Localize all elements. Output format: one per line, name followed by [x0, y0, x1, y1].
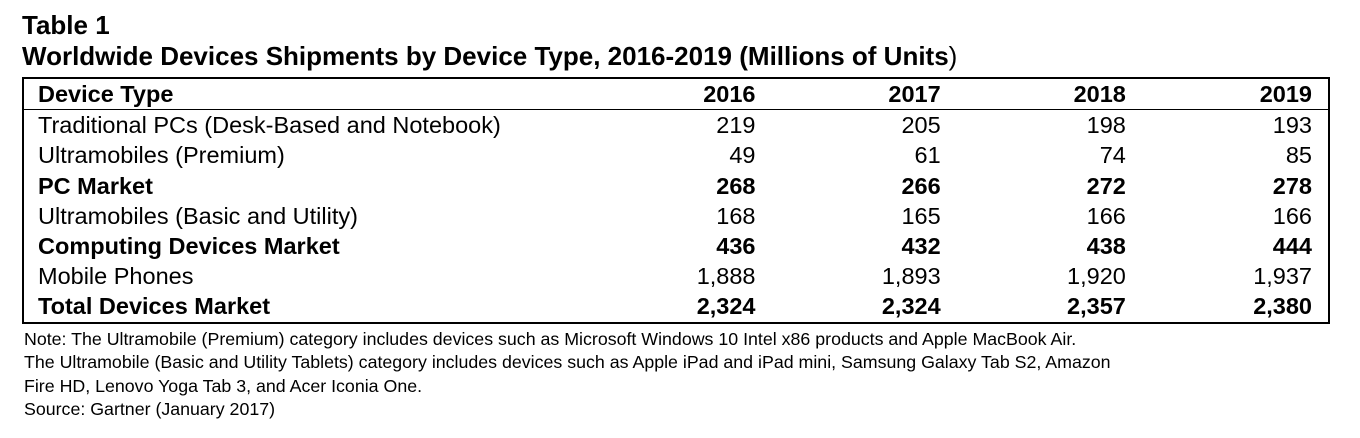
- cell-value: 1,937: [1253, 263, 1312, 290]
- table-number: Table 1: [22, 10, 110, 40]
- table-row: Ultramobiles (Premium) 49 61 74 85: [23, 140, 1329, 170]
- cell-value: 166: [1086, 202, 1126, 229]
- column-header-device-type: Device Type: [23, 78, 624, 111]
- column-header-2018: 2018: [940, 78, 1126, 111]
- row-label: Total Devices Market: [38, 293, 271, 320]
- cell-value: 278: [1272, 172, 1312, 199]
- column-header-2019: 2019: [1125, 78, 1329, 111]
- cell-value: 166: [1272, 202, 1312, 229]
- cell-value: 1,888: [696, 263, 756, 290]
- cell-value: 432: [901, 233, 941, 260]
- cell-value: 444: [1272, 233, 1312, 260]
- table-title-main: Worldwide Devices Shipments by Device Ty…: [22, 41, 733, 71]
- cell-value: 49: [729, 142, 756, 169]
- cell-value: 165: [901, 202, 941, 229]
- cell-value: 2,380: [1253, 293, 1312, 320]
- cell-value: 438: [1086, 233, 1126, 260]
- column-header-2016: 2016: [623, 78, 756, 111]
- cell-value: 198: [1086, 112, 1126, 139]
- source-line: Source: Gartner (January 2017): [24, 399, 276, 419]
- table-row: Traditional PCs (Desk-Based and Notebook…: [23, 110, 1329, 141]
- note-line: Note: The Ultramobile (Premium) category…: [24, 328, 1077, 349]
- cell-value: 2,324: [696, 293, 756, 320]
- cell-value: 193: [1272, 112, 1312, 139]
- cell-value: 2,324: [881, 293, 941, 320]
- note-line: Fire HD, Lenovo Yoga Tab 3, and Acer Ico…: [24, 375, 423, 396]
- cell-value: 219: [716, 112, 756, 139]
- table-notes: Note: The Ultramobile (Premium) category…: [22, 328, 1332, 422]
- cell-value: 205: [901, 112, 941, 139]
- table-title: Worldwide Devices Shipments by Device Ty…: [22, 41, 1332, 72]
- table-title-close-paren: ): [948, 41, 958, 71]
- shipments-table: Device Type 2016 2017 2018 2019 Traditio…: [22, 77, 1330, 324]
- cell-value: 61: [914, 142, 941, 169]
- table-row: Mobile Phones 1,888 1,893 1,920 1,937: [23, 261, 1329, 291]
- cell-value: 1,893: [881, 263, 941, 290]
- cell-value: 272: [1086, 172, 1126, 199]
- cell-value: 85: [1285, 142, 1312, 169]
- row-label: Mobile Phones: [38, 263, 194, 290]
- row-label: Traditional PCs (Desk-Based and Notebook…: [38, 112, 501, 139]
- row-label: Computing Devices Market: [38, 233, 340, 260]
- table-title-units: (Millions of Units: [739, 41, 949, 71]
- row-label: Ultramobiles (Premium): [38, 142, 285, 169]
- cell-value: 74: [1099, 142, 1126, 169]
- cell-value: 168: [716, 202, 756, 229]
- table-row: Ultramobiles (Basic and Utility) 168 165…: [23, 201, 1329, 231]
- row-label: Ultramobiles (Basic and Utility): [38, 202, 358, 229]
- column-header-2017: 2017: [755, 78, 941, 111]
- table-row-total: Total Devices Market 2,324 2,324 2,357 2…: [23, 291, 1329, 322]
- table-row-subtotal: Computing Devices Market 436 432 438 444: [23, 231, 1329, 261]
- cell-value: 436: [716, 233, 756, 260]
- note-line: The Ultramobile (Basic and Utility Table…: [24, 352, 1111, 372]
- table-header-row: Device Type 2016 2017 2018 2019: [23, 78, 1329, 111]
- table-row-subtotal: PC Market 268 266 272 278: [23, 171, 1329, 201]
- cell-value: 268: [716, 172, 756, 199]
- cell-value: 2,357: [1067, 293, 1126, 320]
- document: Table 1 Worldwide Devices Shipments by D…: [22, 10, 1332, 422]
- cell-value: 266: [901, 172, 941, 199]
- cell-value: 1,920: [1067, 263, 1126, 290]
- row-label: PC Market: [38, 172, 153, 199]
